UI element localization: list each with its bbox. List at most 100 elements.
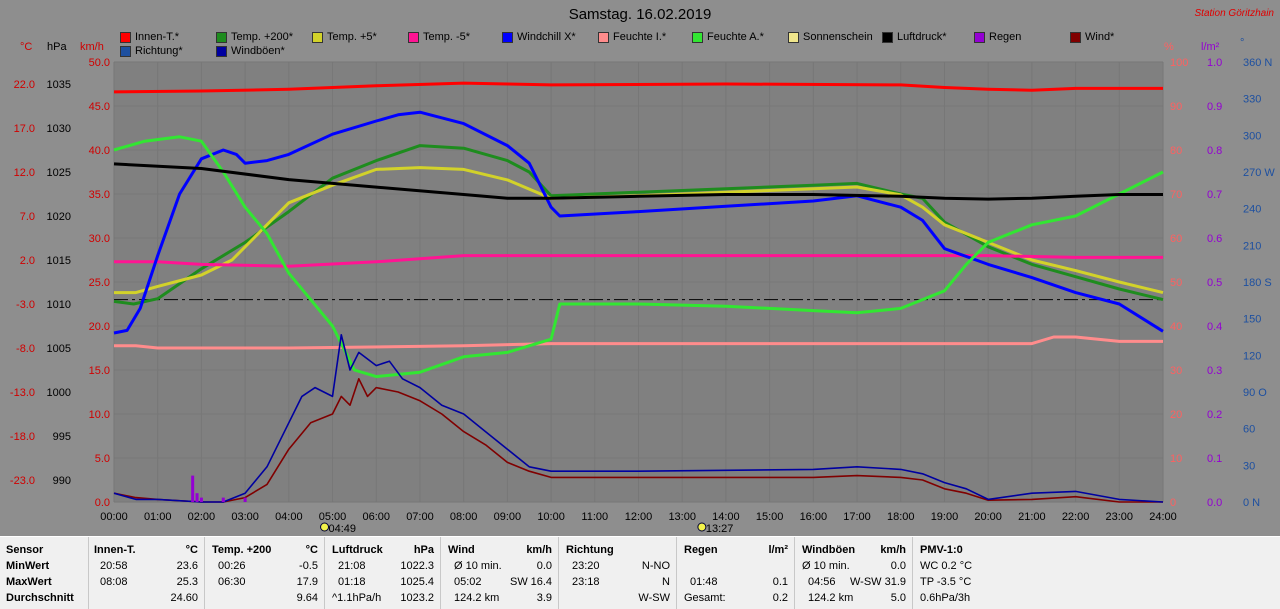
richtung-min: N-NO	[641, 560, 670, 572]
sunrise-icon	[320, 522, 330, 532]
percent-tick: 40	[1170, 321, 1182, 333]
innen-min-time: 20:58	[100, 560, 128, 572]
chart-legend: Innen-T.* Temp. +200* Temp. +5* Temp. -5* Wi…	[120, 31, 1180, 59]
celsius-tick: -3.0	[16, 299, 35, 311]
deg-tick: 180 S	[1243, 277, 1272, 289]
rain-tick: 0.0	[1207, 497, 1222, 509]
deg-tick: 360 N	[1243, 57, 1272, 69]
legend-label: Temp. +5*	[327, 31, 377, 43]
celsius-tick: 17.0	[14, 123, 35, 135]
legend-swatch	[692, 31, 703, 43]
rain-tick: 0.8	[1207, 145, 1222, 157]
windboeen-max: 31.9	[884, 576, 906, 588]
kmh-tick: 45.0	[89, 101, 110, 113]
time-tick: 05:00	[319, 511, 347, 523]
time-tick: 15:00	[756, 511, 784, 523]
luftdruck-max: 1025.4	[400, 576, 434, 588]
sunrise-label: 04:49	[329, 523, 357, 535]
legend-item: Temp. +5*	[312, 31, 377, 43]
series-line	[113, 162, 1163, 201]
time-tick: 02:00	[188, 511, 216, 523]
series-line	[113, 81, 1163, 94]
time-tick: 13:00	[668, 511, 696, 523]
legend-swatch	[974, 31, 985, 43]
temp200-avg: 9.64	[296, 592, 318, 604]
innen-max: 25.3	[176, 576, 198, 588]
windboeen-distance: 124.2 km	[808, 592, 854, 604]
stats-temp200-col: Temp. +200 °C 00:26 -0.5 06:30 17.9 9.64	[204, 537, 325, 609]
deg-tick: 150	[1243, 314, 1261, 326]
regen-max-time: 01:48	[690, 576, 718, 588]
deg-tick: 240	[1243, 204, 1261, 216]
deg-tick: 300	[1243, 130, 1261, 142]
kmh-tick: 40.0	[89, 145, 110, 157]
celsius-tick: 2.0	[20, 255, 35, 267]
deg-unit: °	[1240, 37, 1244, 49]
time-tick: 22:00	[1062, 511, 1090, 523]
avg-label: Durchschnitt	[6, 592, 74, 604]
legend-item: Windchill X*	[502, 31, 576, 43]
kmh-tick: 20.0	[89, 321, 110, 333]
celsius-tick: -8.0	[16, 343, 35, 355]
luftdruck-unit: hPa	[413, 544, 434, 556]
legend-swatch	[882, 31, 893, 43]
legend-item: Feuchte A.*	[692, 31, 764, 43]
kmh-tick: 0.0	[95, 497, 110, 509]
percent-tick: 80	[1170, 145, 1182, 157]
windboeen-max-time: 04:56	[808, 576, 836, 588]
kmh-tick: 10.0	[89, 409, 110, 421]
sunset-icon	[697, 522, 707, 532]
legend-item: Feuchte I.*	[598, 31, 666, 43]
celsius-tick: 7.0	[20, 211, 35, 223]
legend-label: Temp. +200*	[231, 31, 294, 43]
richtung-max: N	[662, 576, 670, 588]
deg-tick: 90 O	[1243, 387, 1267, 399]
richtung-avg: W-SW	[638, 592, 670, 604]
temp200-max: 17.9	[296, 576, 318, 588]
legend-label: Windchill X*	[517, 31, 576, 43]
hpa-tick: 1015	[47, 255, 71, 267]
wind-max: 16.4	[530, 576, 552, 588]
deg-tick: 270 W	[1243, 167, 1275, 179]
hpa-tick: 995	[53, 431, 71, 443]
percent-tick: 50	[1170, 277, 1182, 289]
time-tick: 21:00	[1018, 511, 1046, 523]
stats-wind-col: Wind km/h Ø 10 min. 0.0 05:02 SW 16.4 124.2 …	[440, 537, 559, 609]
legend-item: Temp. +200*	[216, 31, 293, 43]
legend-swatch	[502, 31, 513, 43]
wind-avg10: 0.0	[536, 560, 552, 572]
stats-regen-col: Regen l/m² 01:48 0.1 Gesamt: 0.2	[676, 537, 795, 609]
legend-swatch	[216, 45, 227, 57]
innen-avg: 24.60	[170, 592, 198, 604]
series-line	[114, 335, 1163, 350]
regen-total-label: Gesamt:	[684, 592, 726, 604]
percent-unit: %	[1164, 41, 1174, 53]
time-tick: 09:00	[494, 511, 522, 523]
time-tick: 06:00	[362, 511, 390, 523]
time-tick: 17:00	[843, 511, 871, 523]
legend-label: Luftdruck*	[897, 31, 947, 43]
sensor-header: Sensor	[6, 544, 44, 556]
legend-item: Wind*	[1070, 31, 1114, 43]
windboeen-unit: km/h	[880, 544, 906, 556]
time-tick: 03:00	[231, 511, 259, 523]
hpa-tick: 1025	[47, 167, 71, 179]
windboeen-max-dir: W-SW	[850, 576, 882, 588]
series-line	[113, 135, 1164, 379]
wind-unit: km/h	[526, 544, 552, 556]
deg-tick: 60	[1243, 424, 1255, 436]
innen-min: 23.6	[176, 560, 198, 572]
luftdruck-min: 1022.3	[400, 560, 434, 572]
time-tick: 20:00	[974, 511, 1002, 523]
legend-label: Feuchte A.*	[707, 31, 764, 43]
temp200-min-time: 00:26	[218, 560, 246, 572]
stats-luftdruck-col: Luftdruck hPa 21:08 1022.3 01:18 1025.4 ^1.…	[324, 537, 441, 609]
windboeen-avg: 5.0	[890, 592, 906, 604]
legend-label: Sonnenschein	[803, 31, 873, 43]
stats-pmv-col: PMV-1:0 WC 0.2 °C TP -3.5 °C 0.6hPa/3h	[912, 537, 1012, 609]
deg-tick: 0 N	[1243, 497, 1260, 509]
regen-header: Regen	[684, 544, 718, 556]
series-line	[113, 377, 1163, 503]
deg-tick: 330	[1243, 94, 1261, 106]
kmh-unit: km/h	[80, 41, 104, 53]
